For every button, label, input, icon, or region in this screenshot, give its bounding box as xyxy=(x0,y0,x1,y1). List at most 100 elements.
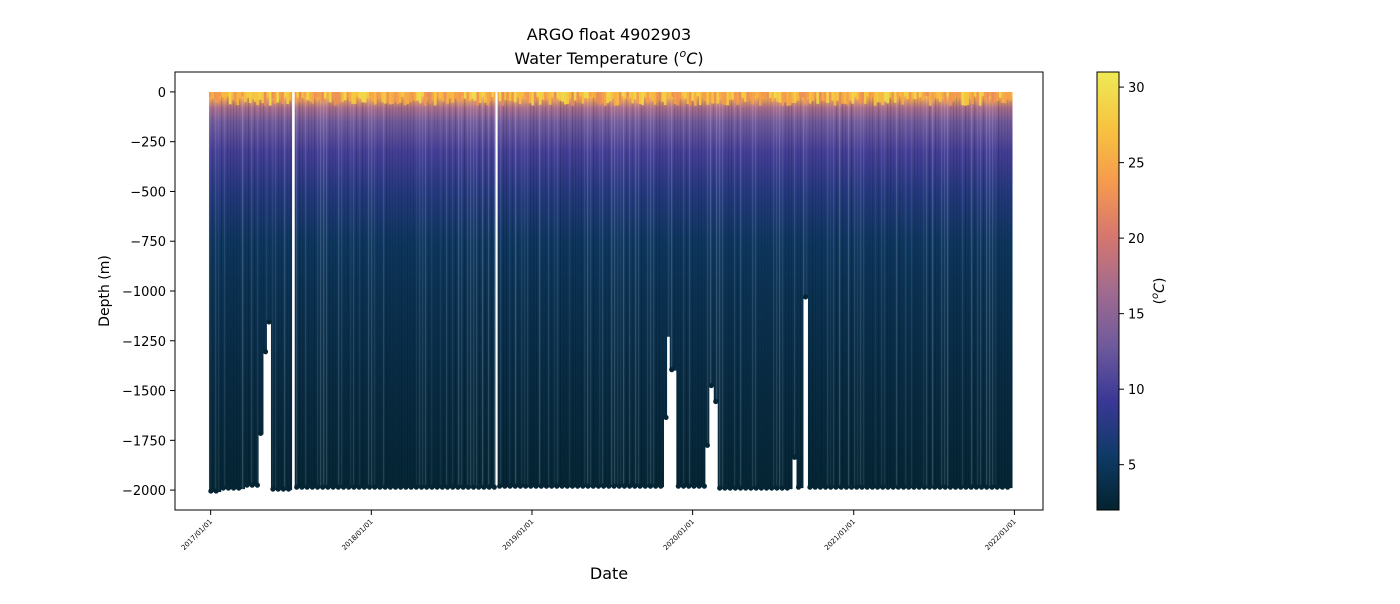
profile-bottom-dot xyxy=(828,484,834,490)
surface-cell xyxy=(538,91,542,105)
surface-cell xyxy=(788,91,792,106)
surface-cell xyxy=(241,91,244,97)
profile-stripe xyxy=(319,91,322,493)
surface-cell xyxy=(443,91,447,99)
surface-cell xyxy=(911,91,914,99)
surface-cell xyxy=(321,91,324,102)
surface-cell xyxy=(601,91,604,103)
profile-bottom-dot xyxy=(916,484,922,490)
profile-stripe xyxy=(913,91,916,493)
surface-cell xyxy=(613,91,617,106)
profile-bottom-dot xyxy=(590,483,596,489)
profile-bottom-dot xyxy=(784,485,790,491)
profile-stripe xyxy=(997,91,1000,493)
surface-cell xyxy=(303,91,307,98)
profile-stripe xyxy=(934,91,937,493)
profile-stripe xyxy=(955,91,958,493)
profile-stripe xyxy=(724,91,727,493)
profile-stripe xyxy=(343,91,346,493)
y-tick-label: 0 xyxy=(158,86,166,101)
surface-cell xyxy=(686,91,689,105)
profile-stripe xyxy=(1003,91,1006,493)
surface-cell xyxy=(918,91,922,98)
profile-stripe xyxy=(835,91,838,493)
profile-stripe xyxy=(550,91,553,493)
surface-cell xyxy=(401,91,404,97)
profile-stripe xyxy=(805,91,808,493)
profile-stripe xyxy=(526,91,529,493)
profile-bottom-dot xyxy=(361,484,367,490)
profile-stripe xyxy=(1000,91,1003,493)
surface-cell xyxy=(963,91,967,106)
surface-cell xyxy=(513,91,517,103)
profile-bottom-dot xyxy=(320,484,326,490)
surface-cell xyxy=(266,91,269,97)
profile-stripe xyxy=(766,91,769,493)
profile-stripe xyxy=(589,91,592,493)
profile-stripe xyxy=(634,91,637,493)
surface-cell xyxy=(531,91,534,106)
surface-cell xyxy=(381,91,384,103)
profile-stripe xyxy=(673,91,676,493)
surface-cell xyxy=(851,91,854,104)
profile-stripe xyxy=(919,91,922,493)
surface-cell xyxy=(746,91,749,102)
surface-cell xyxy=(558,91,562,101)
profile-stripe xyxy=(316,91,319,493)
surface-cell xyxy=(421,91,424,97)
surface-cell xyxy=(348,91,352,102)
profile-bottom-dot xyxy=(564,483,570,489)
surface-cell xyxy=(798,91,802,97)
profile-bottom-dot xyxy=(377,484,383,490)
surface-cell xyxy=(286,91,289,104)
profile-stripe xyxy=(967,91,970,493)
y-axis-label: Depth (m) xyxy=(97,255,113,327)
surface-cell xyxy=(806,91,809,97)
profile-stripe xyxy=(583,91,586,493)
profile-stripe xyxy=(607,91,610,493)
surface-cell xyxy=(876,91,879,103)
surface-cell xyxy=(588,91,592,97)
y-tick-label: −1000 xyxy=(122,285,166,300)
profile-stripe xyxy=(736,91,739,493)
x-tick-label: 2020/01/01 xyxy=(662,518,696,552)
surface-cell xyxy=(621,91,624,97)
profile-bottom-dot xyxy=(727,485,733,491)
profile-bottom-dot xyxy=(932,484,938,490)
profile-stripe xyxy=(937,91,940,493)
surface-cell xyxy=(208,91,212,98)
profile-bottom-dot xyxy=(843,484,849,490)
profile-stripe xyxy=(685,91,688,493)
profile-bottom-dot xyxy=(713,398,719,405)
surface-cell xyxy=(503,91,507,101)
profile-stripe xyxy=(337,91,340,493)
surface-cell xyxy=(358,91,362,99)
surface-cell xyxy=(703,91,707,102)
profile-stripe xyxy=(214,91,217,493)
profile-stripe xyxy=(460,91,463,493)
surface-cell xyxy=(596,91,599,103)
colorbar-tick-label: 30 xyxy=(1128,81,1145,96)
surface-cell xyxy=(873,91,877,106)
profile-stripe xyxy=(664,91,667,493)
profile-bottom-dot xyxy=(280,486,286,492)
surface-cell xyxy=(843,91,847,104)
surface-cell xyxy=(268,91,272,106)
profile-stripe xyxy=(370,91,373,493)
colorbar-gradient xyxy=(1097,72,1119,510)
surface-cell xyxy=(933,91,937,99)
surface-cell xyxy=(763,91,767,98)
surface-cell xyxy=(808,91,812,104)
profile-bottom-dot xyxy=(906,484,912,490)
profile-stripe xyxy=(943,91,946,493)
surface-cell xyxy=(648,91,652,98)
profile-stripe xyxy=(850,91,853,493)
surface-cell xyxy=(318,91,322,100)
surface-cell xyxy=(681,91,684,96)
profile-stripe xyxy=(748,91,751,493)
profile-bottom-dot xyxy=(616,483,622,489)
profile-stripe xyxy=(328,91,331,493)
profile-stripe xyxy=(889,91,892,493)
surface-cell xyxy=(673,91,677,105)
profile-stripe xyxy=(811,91,814,493)
